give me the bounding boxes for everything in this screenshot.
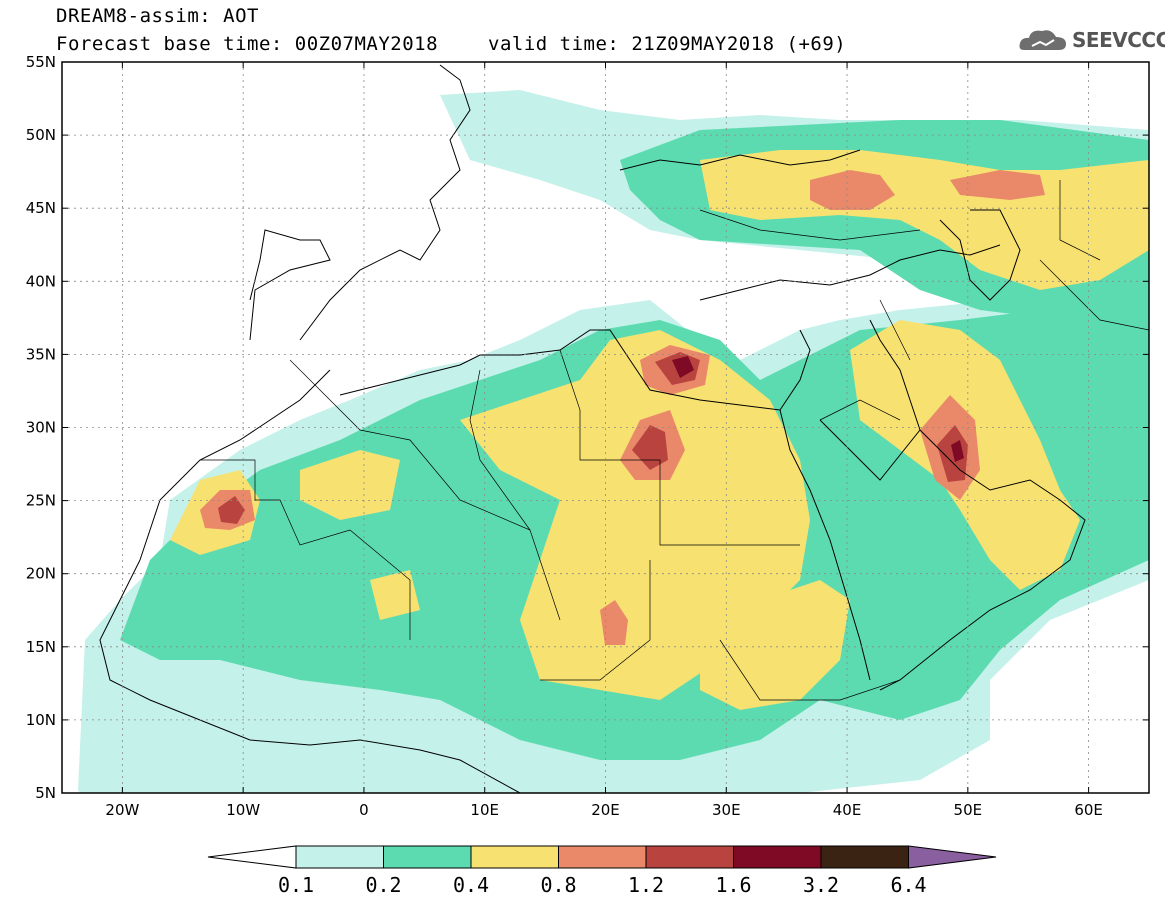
- lat-label: 45N: [26, 199, 56, 217]
- colorbar-upper-arrow: [908, 845, 997, 869]
- colorbar-box: [383, 845, 472, 869]
- colorbar-label: 1.6: [715, 873, 752, 897]
- cloud-logo-icon: [1019, 30, 1066, 50]
- colorbar-label: 1.2: [627, 873, 665, 897]
- lon-label: 10E: [470, 801, 499, 819]
- axis-ticks: [62, 61, 1149, 794]
- map-subtitle: Forecast base time: 00Z07MAY2018 valid ti…: [56, 33, 846, 55]
- lat-axis-labels: 55N 50N 45N 40N 35N 30N 25N 20N 15N 10N 5N: [26, 53, 56, 802]
- country-borders: [200, 180, 1149, 701]
- lat-label: 10N: [26, 711, 56, 729]
- lon-label: 10W: [226, 801, 260, 819]
- valid-time-label: valid time: 21Z09MAY2018 (+69): [488, 33, 847, 55]
- colorbar-label: 0.4: [452, 873, 490, 897]
- lon-axis-labels: 20W 10W 0 10E 20E 30E 40E 50E 60E: [105, 801, 1102, 819]
- lat-label: 20N: [26, 565, 56, 583]
- logo-text: SEEVCCC: [1072, 28, 1165, 52]
- lat-label: 50N: [26, 126, 56, 144]
- lon-label: 50E: [954, 801, 983, 819]
- lat-label: 25N: [26, 492, 56, 510]
- lat-label: 15N: [26, 638, 56, 656]
- lat-label: 35N: [26, 345, 56, 363]
- lon-label: 0: [359, 801, 369, 819]
- lon-label: 60E: [1074, 801, 1103, 819]
- base-time-label: Forecast base time: 00Z07MAY2018: [56, 33, 439, 55]
- lon-label: 20W: [105, 801, 139, 819]
- colorbar-lower-arrow: [207, 845, 297, 869]
- lon-label: 20E: [591, 801, 620, 819]
- lat-label: 5N: [35, 784, 56, 802]
- colorbar-box: [820, 845, 909, 869]
- colorbar-label: 6.4: [890, 873, 927, 897]
- colorbar-box: [645, 845, 734, 869]
- map-title: DREAM8-assim: AOT: [56, 5, 259, 27]
- lon-label: 30E: [712, 801, 741, 819]
- colorbar-box: [295, 845, 384, 869]
- colorbar-box: [470, 845, 559, 869]
- coastlines: [99, 64, 1086, 793]
- grid-lines: [62, 62, 1149, 793]
- colorbar-label: 3.2: [802, 873, 840, 897]
- colorbar-box: [558, 845, 647, 869]
- lat-label: 55N: [26, 53, 56, 71]
- lon-label: 40E: [833, 801, 862, 819]
- aot-field: [78, 90, 1149, 793]
- lat-label: 40N: [26, 272, 56, 290]
- colorbar-label: 0.1: [277, 873, 315, 897]
- colorbar: [207, 845, 997, 869]
- colorbar-label: 0.2: [365, 873, 402, 897]
- lat-label: 30N: [26, 419, 56, 437]
- colorbar-label: 0.8: [540, 873, 577, 897]
- colorbar-box: [733, 845, 822, 869]
